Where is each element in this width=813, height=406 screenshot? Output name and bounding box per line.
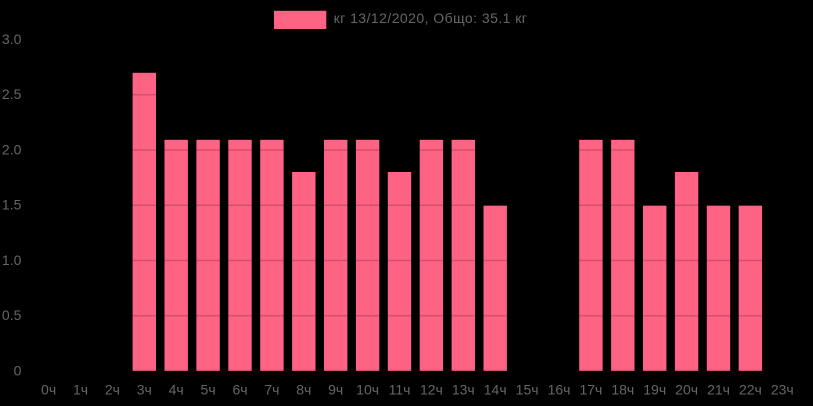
svg-text:23ч: 23ч (771, 382, 794, 398)
svg-text:18ч: 18ч (611, 382, 634, 398)
svg-text:4ч: 4ч (169, 382, 184, 398)
svg-text:14ч: 14ч (484, 382, 507, 398)
svg-text:12ч: 12ч (420, 382, 443, 398)
svg-text:3.0: 3.0 (2, 31, 22, 47)
svg-text:20ч: 20ч (675, 382, 698, 398)
svg-text:11ч: 11ч (389, 382, 411, 398)
svg-text:21ч: 21ч (707, 382, 730, 398)
svg-text:17ч: 17ч (579, 382, 602, 398)
svg-text:2ч: 2ч (105, 382, 120, 398)
svg-text:19ч: 19ч (643, 382, 666, 398)
svg-text:3ч: 3ч (137, 382, 152, 398)
svg-text:1.0: 1.0 (2, 252, 22, 268)
svg-text:16ч: 16ч (548, 382, 571, 398)
svg-text:0.5: 0.5 (2, 307, 22, 323)
svg-text:9ч: 9ч (328, 382, 343, 398)
svg-text:2.5: 2.5 (2, 86, 22, 102)
svg-text:7ч: 7ч (264, 382, 279, 398)
svg-text:13ч: 13ч (452, 382, 475, 398)
svg-text:1ч: 1ч (73, 382, 88, 398)
svg-text:6ч: 6ч (232, 382, 247, 398)
svg-text:8ч: 8ч (296, 382, 311, 398)
svg-text:10ч: 10ч (356, 382, 379, 398)
svg-text:22ч: 22ч (739, 382, 762, 398)
svg-text:кг 13/12/2020, Общо: 35.1 кг: кг 13/12/2020, Общо: 35.1 кг (334, 10, 528, 26)
svg-text:0: 0 (14, 362, 22, 378)
svg-text:2.0: 2.0 (2, 141, 22, 157)
svg-text:5ч: 5ч (201, 382, 216, 398)
svg-text:0ч: 0ч (41, 382, 56, 398)
svg-text:15ч: 15ч (516, 382, 539, 398)
svg-text:1.5: 1.5 (2, 197, 22, 213)
